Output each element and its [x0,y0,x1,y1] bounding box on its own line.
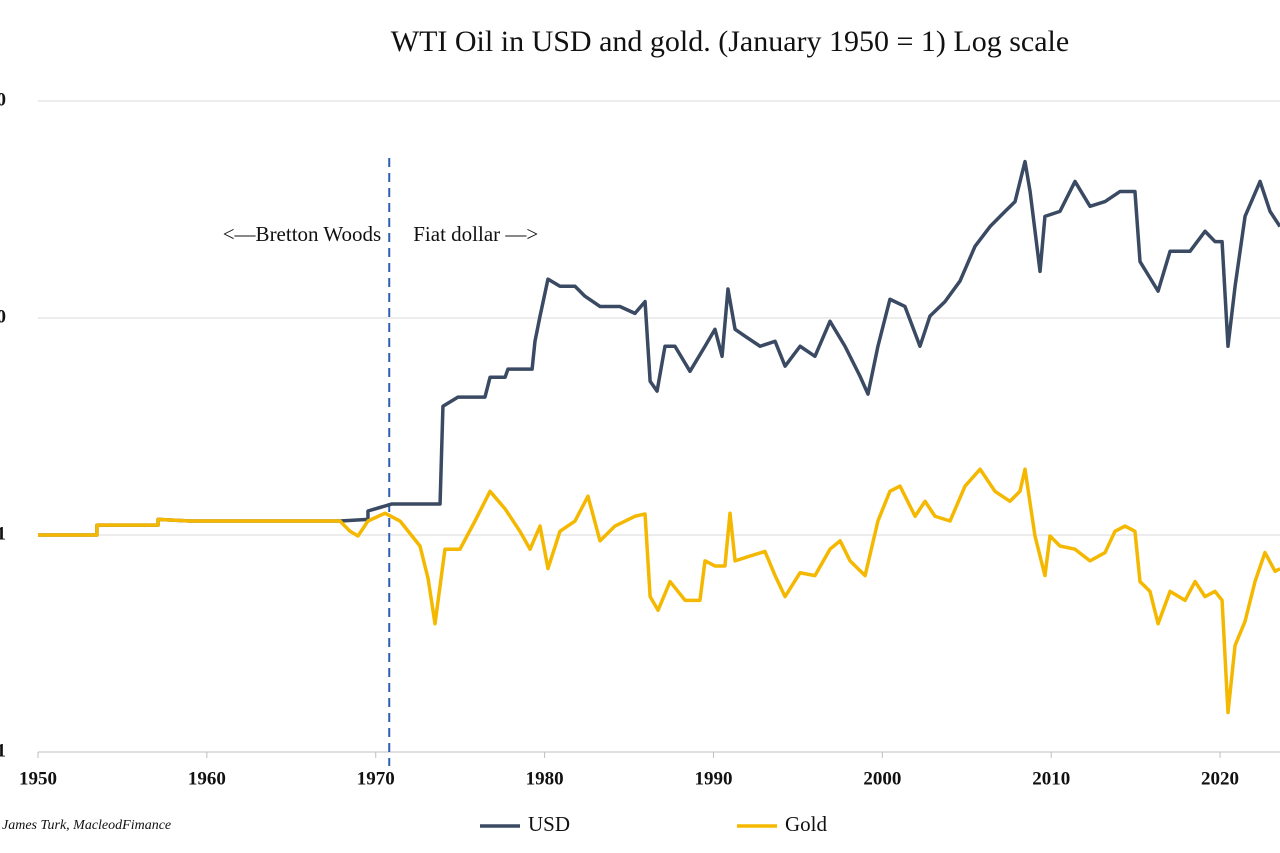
annotation: <—Bretton Woods [223,222,382,246]
source: James Turk, MacleodFimance [2,818,171,833]
x-tick-label: 1990 [694,768,732,789]
x-tick-label: 1980 [526,768,564,789]
x-tick-label: 1950 [19,768,57,789]
chart-title: WTI Oil in USD and gold. (January 1950 =… [391,25,1069,58]
x-tick-label: 1970 [357,768,395,789]
legend-label: USD [528,812,570,836]
y-tick-label: 100 [0,89,6,110]
series-line [38,159,1280,537]
y-tick-label: 1 [0,523,6,544]
legend-label: Gold [785,812,828,836]
y-tick-label: 0.1 [0,740,6,761]
x-tick-label: 2000 [863,768,901,789]
x-tick-label: 1960 [188,768,226,789]
x-tick-label: 2020 [1201,768,1239,789]
series-line [38,467,1280,715]
x-tick-label: 2010 [1032,768,1070,789]
y-tick-label: 10 [0,306,6,327]
annotation: Fiat dollar —> [413,222,538,246]
